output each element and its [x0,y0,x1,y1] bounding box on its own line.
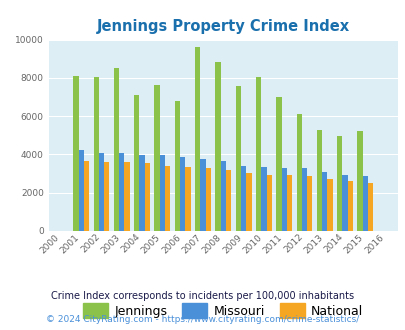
Bar [286,175,292,231]
Bar [200,159,205,231]
Bar [144,163,150,231]
Bar [215,62,220,231]
Bar [367,183,373,231]
Legend: Jennings, Missouri, National: Jennings, Missouri, National [78,299,368,323]
Bar [175,101,180,231]
Bar [160,155,164,231]
Bar [322,172,327,231]
Text: Crime Index corresponds to incidents per 100,000 inhabitants: Crime Index corresponds to incidents per… [51,291,354,301]
Bar [119,153,124,231]
Bar [93,77,99,231]
Bar [275,97,281,231]
Bar [83,161,89,231]
Bar [281,168,286,231]
Bar [139,155,144,231]
Bar [326,179,332,231]
Bar [245,173,251,231]
Bar [124,162,130,231]
Bar [301,168,307,231]
Bar [220,161,225,231]
Bar [104,162,109,231]
Bar [225,170,231,231]
Bar [134,95,139,231]
Bar [185,167,190,231]
Bar [255,77,261,231]
Bar [73,76,79,231]
Bar [99,153,104,231]
Bar [342,176,347,231]
Bar [357,131,362,231]
Bar [154,84,160,231]
Bar [307,177,312,231]
Bar [241,166,246,231]
Title: Jennings Property Crime Index: Jennings Property Crime Index [96,19,349,34]
Bar [180,157,185,231]
Bar [164,166,170,231]
Bar [296,114,301,231]
Text: © 2024 CityRating.com - https://www.cityrating.com/crime-statistics/: © 2024 CityRating.com - https://www.city… [46,315,359,324]
Bar [205,168,211,231]
Bar [347,181,352,231]
Bar [79,150,83,231]
Bar [261,167,266,231]
Bar [362,177,367,231]
Bar [235,86,240,231]
Bar [336,136,342,231]
Bar [316,130,322,231]
Bar [266,175,271,231]
Bar [113,68,119,231]
Bar [195,47,200,231]
